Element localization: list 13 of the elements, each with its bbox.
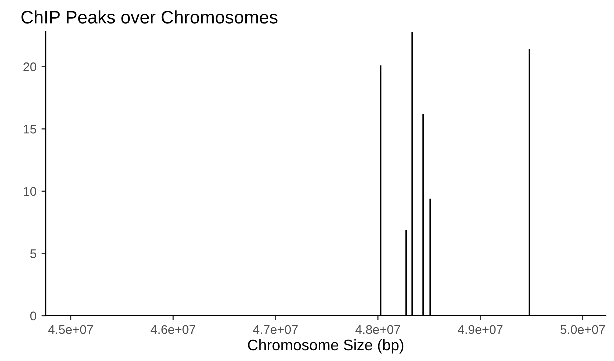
x-tick-label: 5.0e+07	[560, 325, 606, 334]
x-tick-label: 4.7e+07	[253, 325, 298, 334]
x-tick-label: 4.6e+07	[150, 325, 196, 334]
y-tick-label: 15	[24, 125, 36, 134]
y-tick-label: 20	[24, 62, 36, 72]
x-tick-label: 4.8e+07	[356, 325, 400, 334]
x-axis-title: Chromosome Size (bp)	[248, 339, 404, 354]
y-tick-label: 5	[30, 250, 36, 258]
chart-title: ChIP Peaks over Chromosomes	[22, 10, 278, 24]
x-tick-label: 4.5e+07	[48, 325, 94, 334]
y-tick-label: 10	[24, 187, 36, 196]
y-tick-label: 0	[30, 312, 36, 321]
x-tick-label: 4.9e+07	[458, 325, 503, 334]
